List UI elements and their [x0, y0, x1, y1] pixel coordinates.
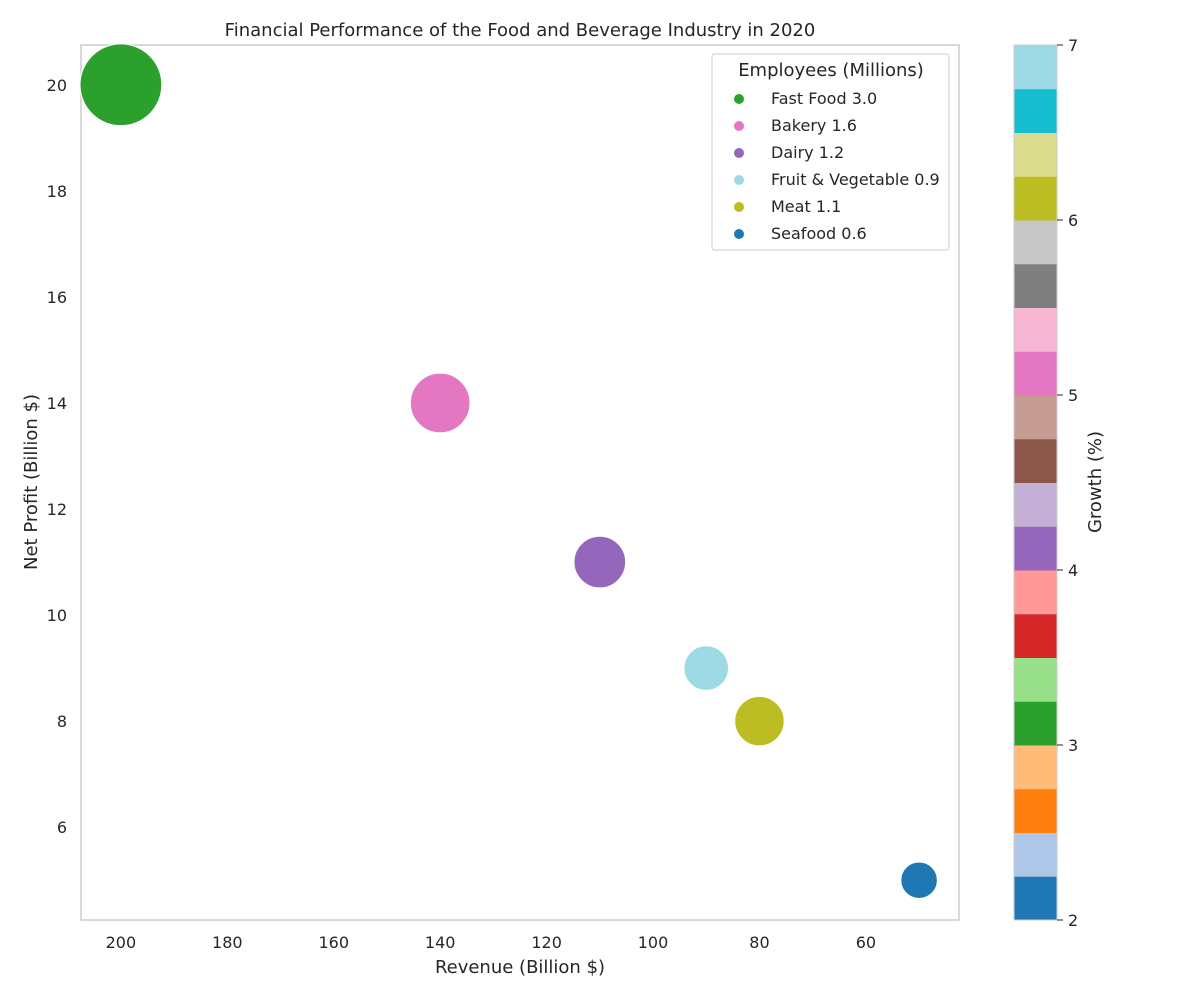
data-point	[573, 535, 627, 589]
colorbar-band	[1014, 745, 1057, 790]
colorbar-tick-label: 4	[1068, 561, 1078, 580]
y-tick-label: 20	[47, 76, 67, 95]
colorbar-band	[1014, 263, 1057, 308]
colorbar-ticks: 2 3 4 5 6 7	[1057, 36, 1078, 930]
legend-marker	[734, 202, 744, 212]
data-point	[409, 372, 471, 434]
x-tick-label: 140	[425, 933, 456, 952]
colorbar-band	[1014, 438, 1057, 483]
x-axis-label: Revenue (Billion $)	[435, 957, 605, 978]
x-axis-ticks: 200 180 160 140 120 100 80 60	[106, 933, 876, 952]
legend-marker	[734, 121, 744, 131]
y-axis-label: Net Profit (Billion $)	[21, 394, 42, 570]
legend-marker	[734, 148, 744, 158]
y-tick-label: 18	[47, 182, 67, 201]
colorbar-band	[1014, 701, 1057, 746]
colorbar-band	[1014, 526, 1057, 571]
legend-marker	[734, 175, 744, 185]
colorbar-tick-label: 2	[1068, 911, 1078, 930]
legend-marker	[734, 94, 744, 104]
colorbar-band	[1014, 176, 1057, 221]
y-tick-label: 14	[47, 394, 67, 413]
data-points	[79, 43, 939, 900]
legend: Employees (Millions) Fast Food 3.0 Bakery…	[711, 53, 950, 251]
colorbar-tick-label: 5	[1068, 386, 1078, 405]
y-tick-label: 8	[57, 712, 67, 731]
x-tick-label: 100	[638, 933, 669, 952]
data-point	[79, 43, 163, 127]
colorbar-band	[1014, 132, 1057, 177]
y-tick-label: 16	[47, 288, 67, 307]
colorbar-band	[1014, 395, 1057, 440]
chart-title: Financial Performance of the Food and Be…	[225, 20, 816, 41]
legend-marker	[734, 229, 744, 239]
legend-label: Bakery 1.6	[771, 116, 857, 135]
x-tick-label: 200	[106, 933, 137, 952]
legend-title: Employees (Millions)	[738, 60, 924, 81]
x-tick-label: 60	[856, 933, 876, 952]
colorbar-band	[1014, 307, 1057, 352]
data-point	[900, 861, 939, 900]
data-point	[683, 645, 730, 692]
colorbar-tick-label: 6	[1068, 211, 1078, 230]
colorbar: 2 3 4 5 6 7 Growth (%)	[1013, 36, 1106, 930]
colorbar-band	[1014, 613, 1057, 658]
colorbar-tick-label: 7	[1068, 36, 1078, 55]
colorbar-band	[1014, 788, 1057, 833]
legend-label: Dairy 1.2	[771, 143, 844, 162]
legend-label: Seafood 0.6	[771, 224, 867, 243]
colorbar-band	[1014, 876, 1057, 921]
colorbar-band	[1014, 657, 1057, 702]
colorbar-frame	[1013, 44, 1058, 921]
x-tick-label: 160	[318, 933, 349, 952]
y-tick-label: 10	[47, 606, 67, 625]
legend-label: Meat 1.1	[771, 197, 841, 216]
legend-label: Fruit & Vegetable 0.9	[771, 170, 940, 189]
x-tick-label: 80	[749, 933, 769, 952]
colorbar-band	[1014, 88, 1057, 133]
colorbar-band	[1014, 482, 1057, 527]
colorbar-bands	[1014, 45, 1057, 921]
x-tick-label: 120	[531, 933, 562, 952]
legend-label: Fast Food 3.0	[771, 89, 877, 108]
colorbar-label: Growth (%)	[1085, 431, 1106, 533]
colorbar-band	[1014, 220, 1057, 265]
data-point	[734, 695, 785, 747]
y-tick-label: 6	[57, 818, 67, 837]
colorbar-band	[1014, 570, 1057, 615]
colorbar-band	[1014, 45, 1057, 90]
y-tick-label: 12	[47, 500, 67, 519]
legend-items: Fast Food 3.0 Bakery 1.6 Dairy 1.2 Fruit & …	[734, 89, 940, 243]
legend-box	[711, 53, 950, 251]
y-axis-ticks: 6 8 10 12 14 16 18 20	[47, 76, 67, 837]
x-tick-label: 180	[212, 933, 243, 952]
colorbar-tick-label: 3	[1068, 736, 1078, 755]
colorbar-band	[1014, 351, 1057, 396]
colorbar-band	[1014, 832, 1057, 877]
